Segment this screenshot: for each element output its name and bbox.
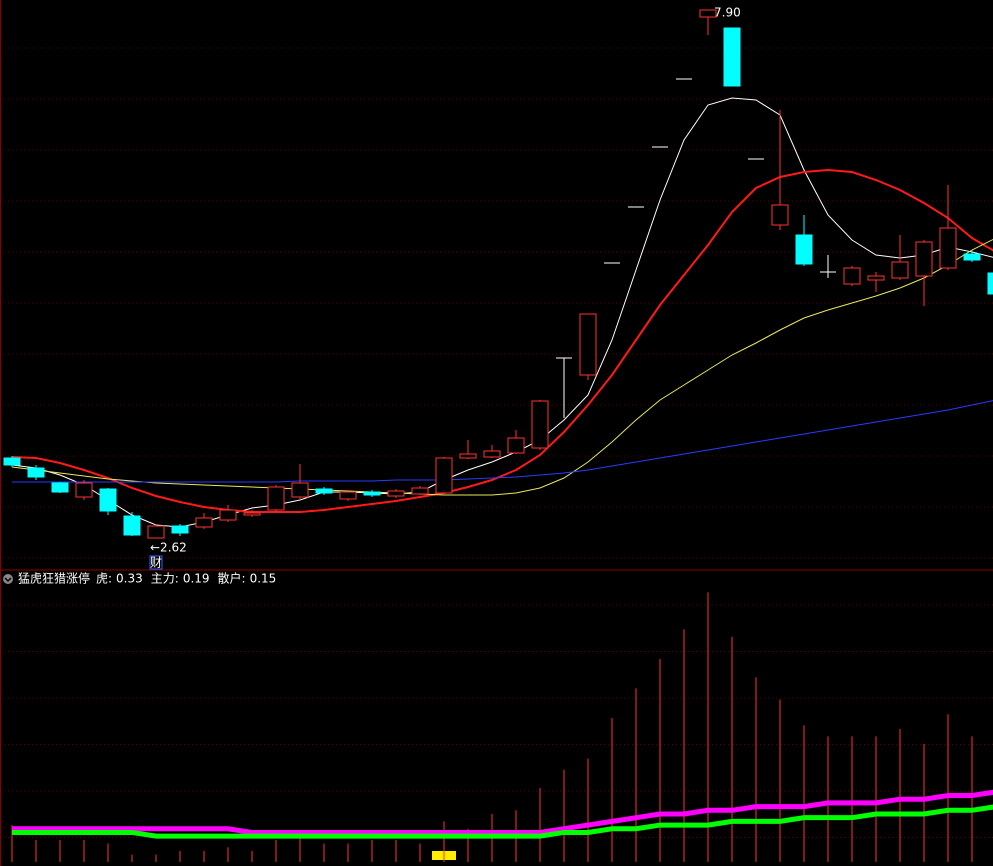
- candle-body: [963, 253, 981, 261]
- candle-body: [339, 491, 357, 500]
- collapse-icon[interactable]: [3, 574, 13, 584]
- candle-body: [411, 487, 429, 495]
- candle-body: [363, 491, 381, 496]
- candle-body: [843, 267, 861, 285]
- moving-average: [11, 168, 993, 513]
- candle-body: [891, 261, 909, 279]
- candle-body: [579, 313, 597, 376]
- candle-body: [99, 488, 117, 512]
- candle-body: [147, 525, 165, 539]
- moving-average: [12, 400, 993, 483]
- legend-value: 0.19: [183, 572, 210, 586]
- indicator-line: [12, 789, 993, 835]
- candle-body: [51, 482, 69, 493]
- candle-body: [507, 437, 525, 454]
- candle-body: [771, 204, 789, 226]
- candle-body: [315, 488, 333, 494]
- candle-body: [723, 27, 741, 87]
- candle-body: [171, 525, 189, 534]
- indicator-line: [12, 804, 993, 839]
- candle-body: [387, 490, 405, 497]
- candle-body: [195, 517, 213, 528]
- candle-body: [75, 482, 93, 498]
- badge: 财: [150, 556, 162, 570]
- candle-body: [867, 275, 885, 281]
- candle-body: [267, 486, 285, 511]
- collapse-arrow: [4, 577, 12, 583]
- legend-value: 0.33: [116, 572, 143, 586]
- candle-body: [699, 9, 717, 18]
- candle-body: [243, 512, 261, 516]
- moving-average: [11, 238, 993, 496]
- candle-body: [939, 227, 957, 269]
- candle-body: [435, 457, 453, 494]
- min-label: ←2.62: [150, 541, 187, 555]
- max-label: 7.90: [714, 6, 741, 20]
- candle-body: [795, 234, 813, 265]
- candle-body: [483, 450, 501, 458]
- legend-name: 主力:: [151, 572, 179, 586]
- candle-body: [123, 515, 141, 536]
- candle-body: [219, 509, 237, 521]
- candle-body: [27, 467, 45, 478]
- candle-body: [531, 400, 549, 449]
- indicator-title: 猛虎狂猎涨停: [18, 571, 90, 586]
- candle-body: [291, 482, 309, 498]
- badge-box: [149, 555, 163, 570]
- legend-name: 散户:: [218, 571, 246, 586]
- candle-body: [459, 453, 477, 459]
- legend-value: 0.15: [250, 572, 277, 586]
- candle-body: [3, 457, 21, 466]
- candle-body: [987, 272, 993, 295]
- legend-name: 虎:: [96, 572, 112, 586]
- candle-body: [915, 241, 933, 277]
